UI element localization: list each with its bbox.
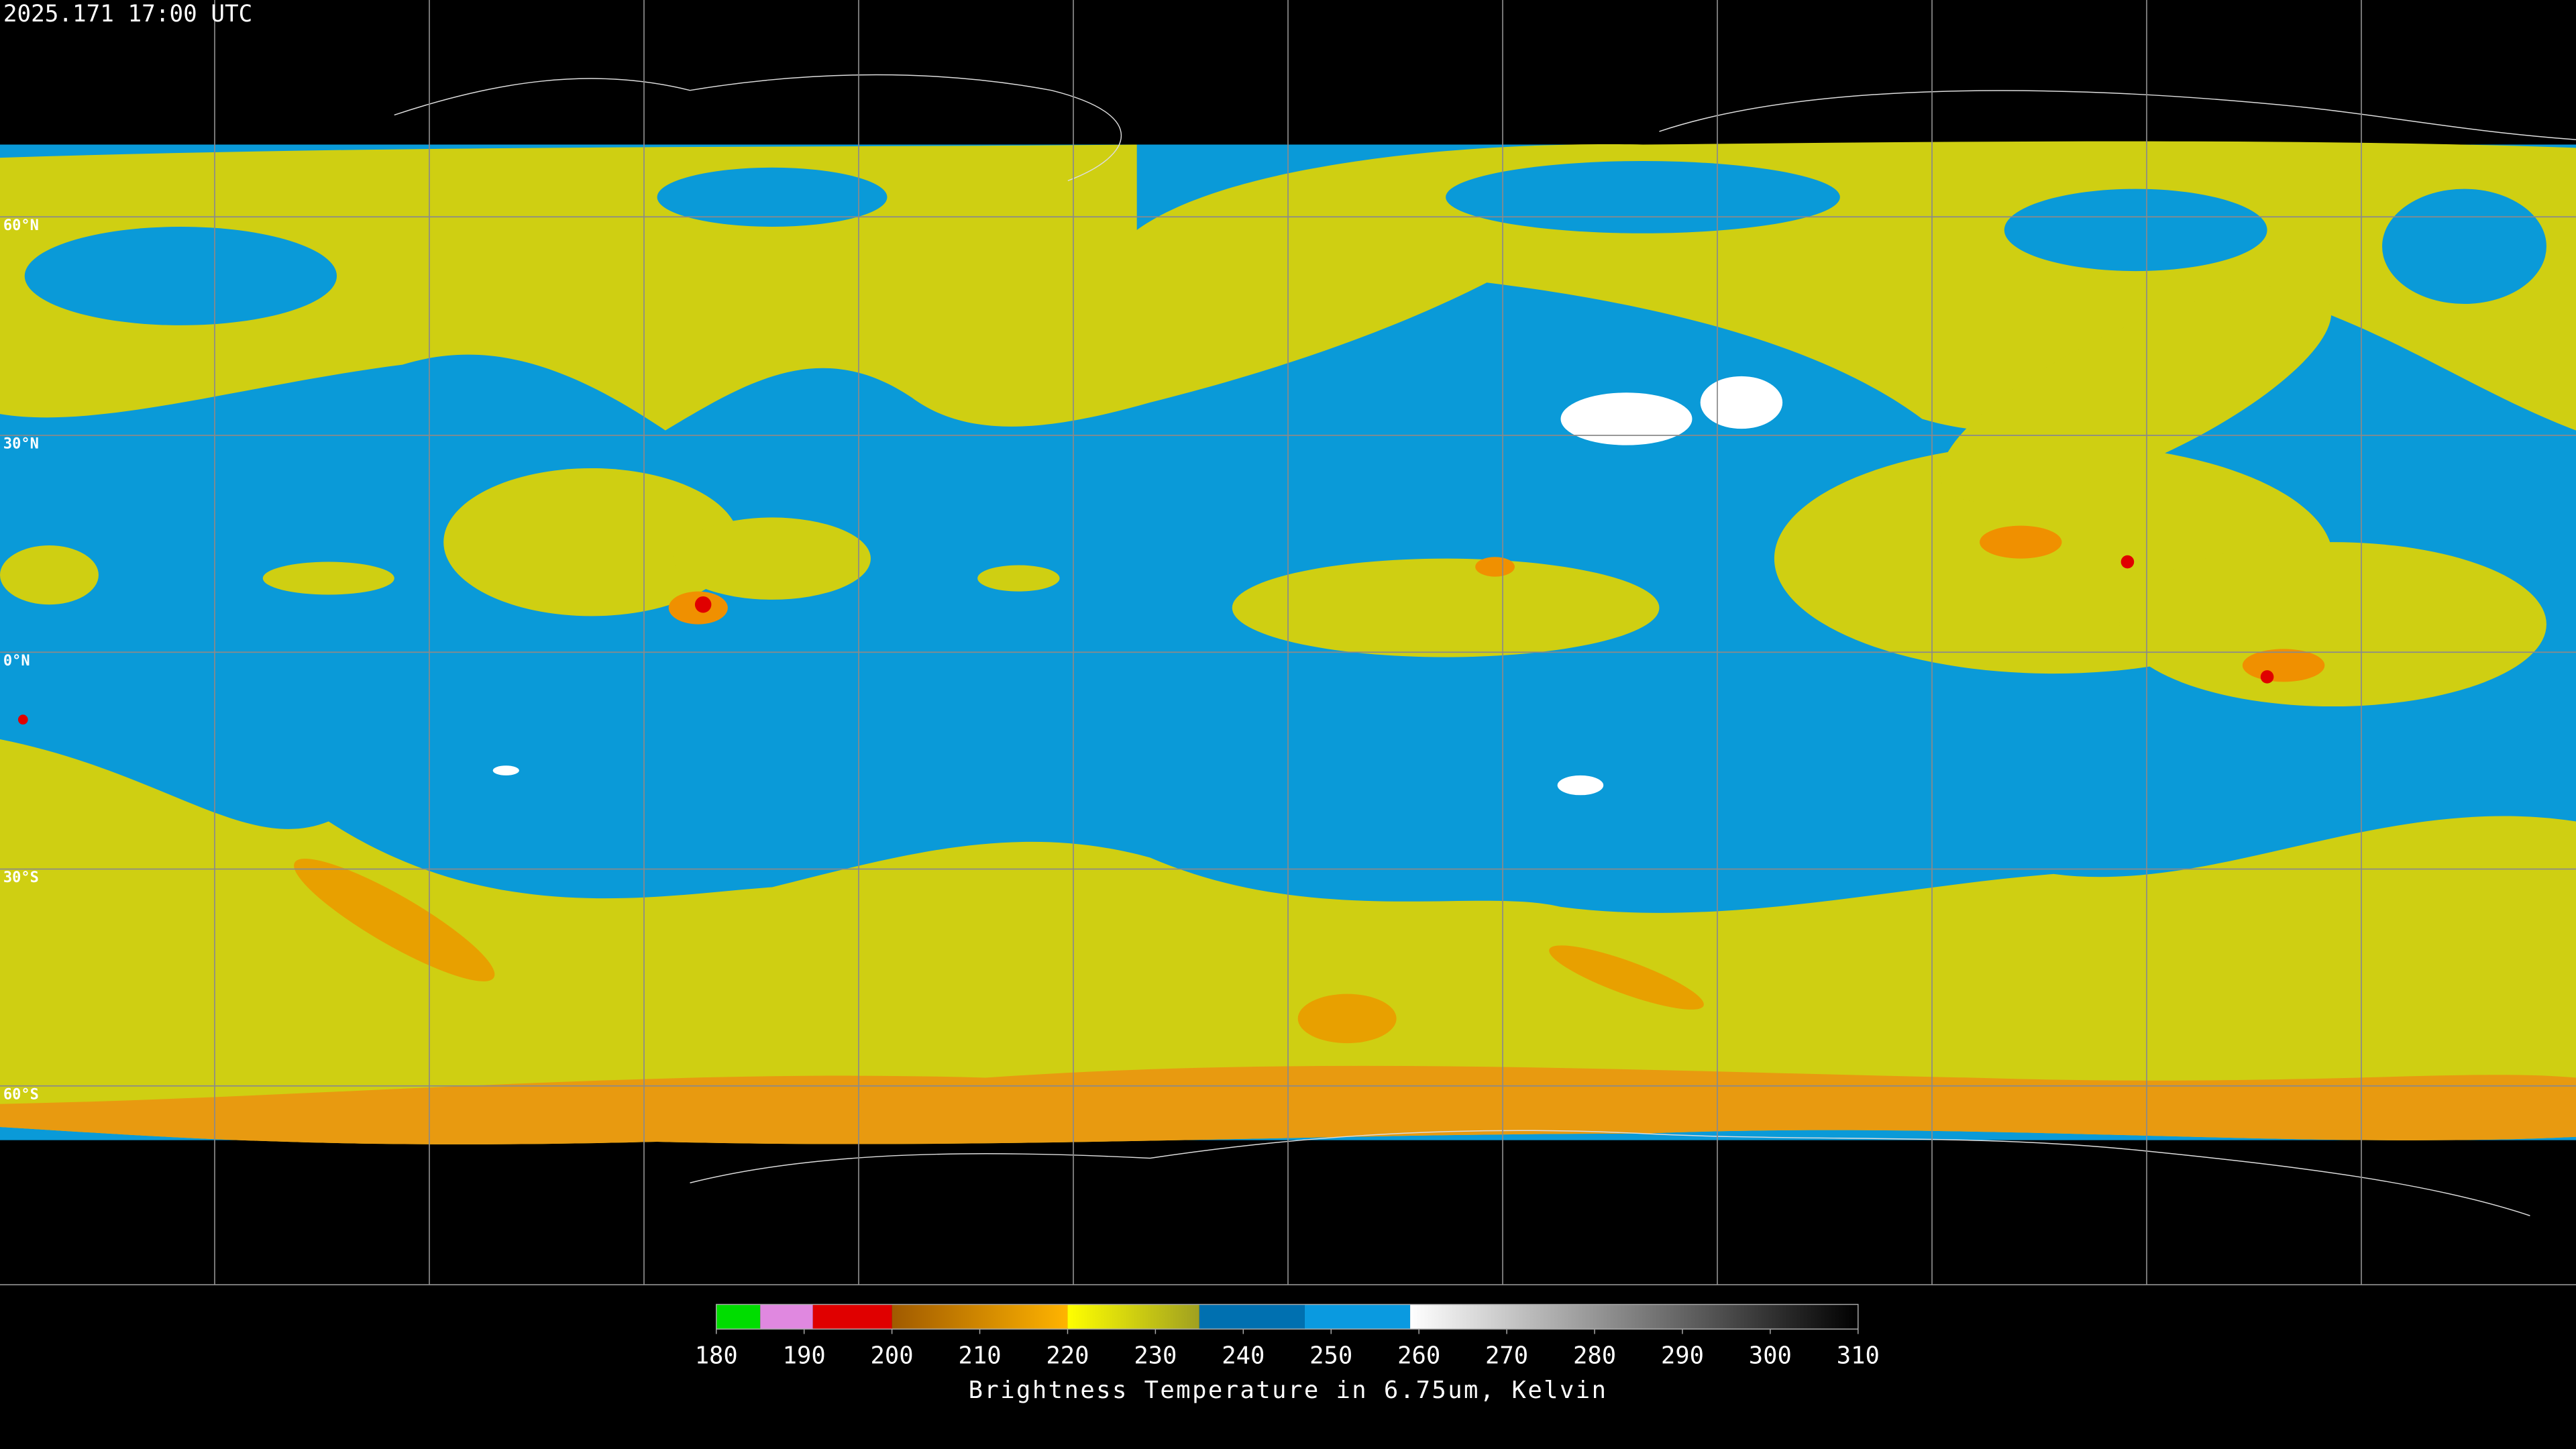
colorbar-tick-label: 210 <box>958 1342 1001 1370</box>
cloud-cluster <box>0 545 99 605</box>
colorbar-segment <box>812 1304 892 1330</box>
storm-top <box>17 714 28 724</box>
moist-pool <box>24 226 337 325</box>
storm-core <box>1980 525 2062 559</box>
cloud-cluster <box>977 565 1060 592</box>
cloud-cluster <box>674 517 871 600</box>
moist-patch <box>492 765 519 775</box>
colorbar-segment <box>1067 1304 1199 1330</box>
moist-patch <box>1560 392 1693 445</box>
colorbar-tick-label: 290 <box>1661 1342 1704 1370</box>
colorbar-frame <box>716 1303 1859 1330</box>
tropical-convection <box>0 286 2546 707</box>
colorbar-segment <box>1410 1304 1858 1330</box>
lat-label: 60°N <box>3 217 39 234</box>
colorbar-tick-label: 220 <box>1046 1342 1089 1370</box>
colorbar-tick-label: 280 <box>1573 1342 1616 1370</box>
colorbar-tick-label: 240 <box>1222 1342 1265 1370</box>
colorbar-tick-label: 270 <box>1485 1342 1528 1370</box>
cloud-cluster <box>1232 558 1660 657</box>
storm-core <box>1475 557 1515 577</box>
moist-patch <box>1700 376 1783 429</box>
moist-pool <box>2382 189 2546 305</box>
colorbar-segment <box>760 1304 813 1330</box>
colorbar-tick-label: 230 <box>1134 1342 1177 1370</box>
coastline <box>394 74 2576 1216</box>
dry-streak <box>294 859 495 981</box>
moist-pool <box>1446 161 1840 233</box>
graticule: 60°N 30°N 0°N 30°S 60°S <box>0 0 2576 1285</box>
moist-pool <box>657 167 888 227</box>
cloud-cluster <box>2119 542 2546 707</box>
dry-streak <box>1549 945 1704 1010</box>
cloud-cluster <box>262 561 394 595</box>
colorbar-segment <box>1304 1304 1411 1330</box>
cloud-cluster <box>443 468 740 616</box>
colorbar-segment <box>892 1304 1068 1330</box>
colorbar-tick-label: 190 <box>783 1342 826 1370</box>
storm-top <box>2260 670 2274 684</box>
moist-maxima <box>492 376 1783 796</box>
timestamp: 2025.171 17:00 UTC <box>3 1 252 28</box>
colorbar-tick-label: 310 <box>1837 1342 1880 1370</box>
storm-top <box>694 596 712 613</box>
colorbar-label: Brightness Temperature in 6.75um, Kelvin <box>969 1377 1608 1404</box>
colorbar: 180 190 200 210 220 230 240 250 260 270 280 290 300 3… <box>695 1303 1880 1370</box>
colorbar-segment <box>716 1304 761 1330</box>
colorbar-tick-label: 250 <box>1309 1342 1352 1370</box>
storm-core <box>2242 649 2325 682</box>
colorbar-tick-label: 200 <box>871 1342 914 1370</box>
colorbar-tick-label: 260 <box>1397 1342 1440 1370</box>
cloud-band <box>1940 286 2332 502</box>
colorbar-tick-label: 180 <box>695 1342 738 1370</box>
lat-label: 60°S <box>3 1086 39 1103</box>
lat-label: 0°N <box>3 653 30 669</box>
moist-patch <box>1557 775 1604 796</box>
moist-pool <box>2004 189 2267 272</box>
colorbar-tick-label: 300 <box>1749 1342 1792 1370</box>
lat-label: 30°N <box>3 436 39 453</box>
colorbar-segment <box>1199 1304 1305 1330</box>
dry-streak <box>1297 994 1397 1044</box>
lat-label: 30°S <box>3 869 39 886</box>
storm-top <box>2121 555 2135 569</box>
coldest-tops <box>17 555 2274 724</box>
